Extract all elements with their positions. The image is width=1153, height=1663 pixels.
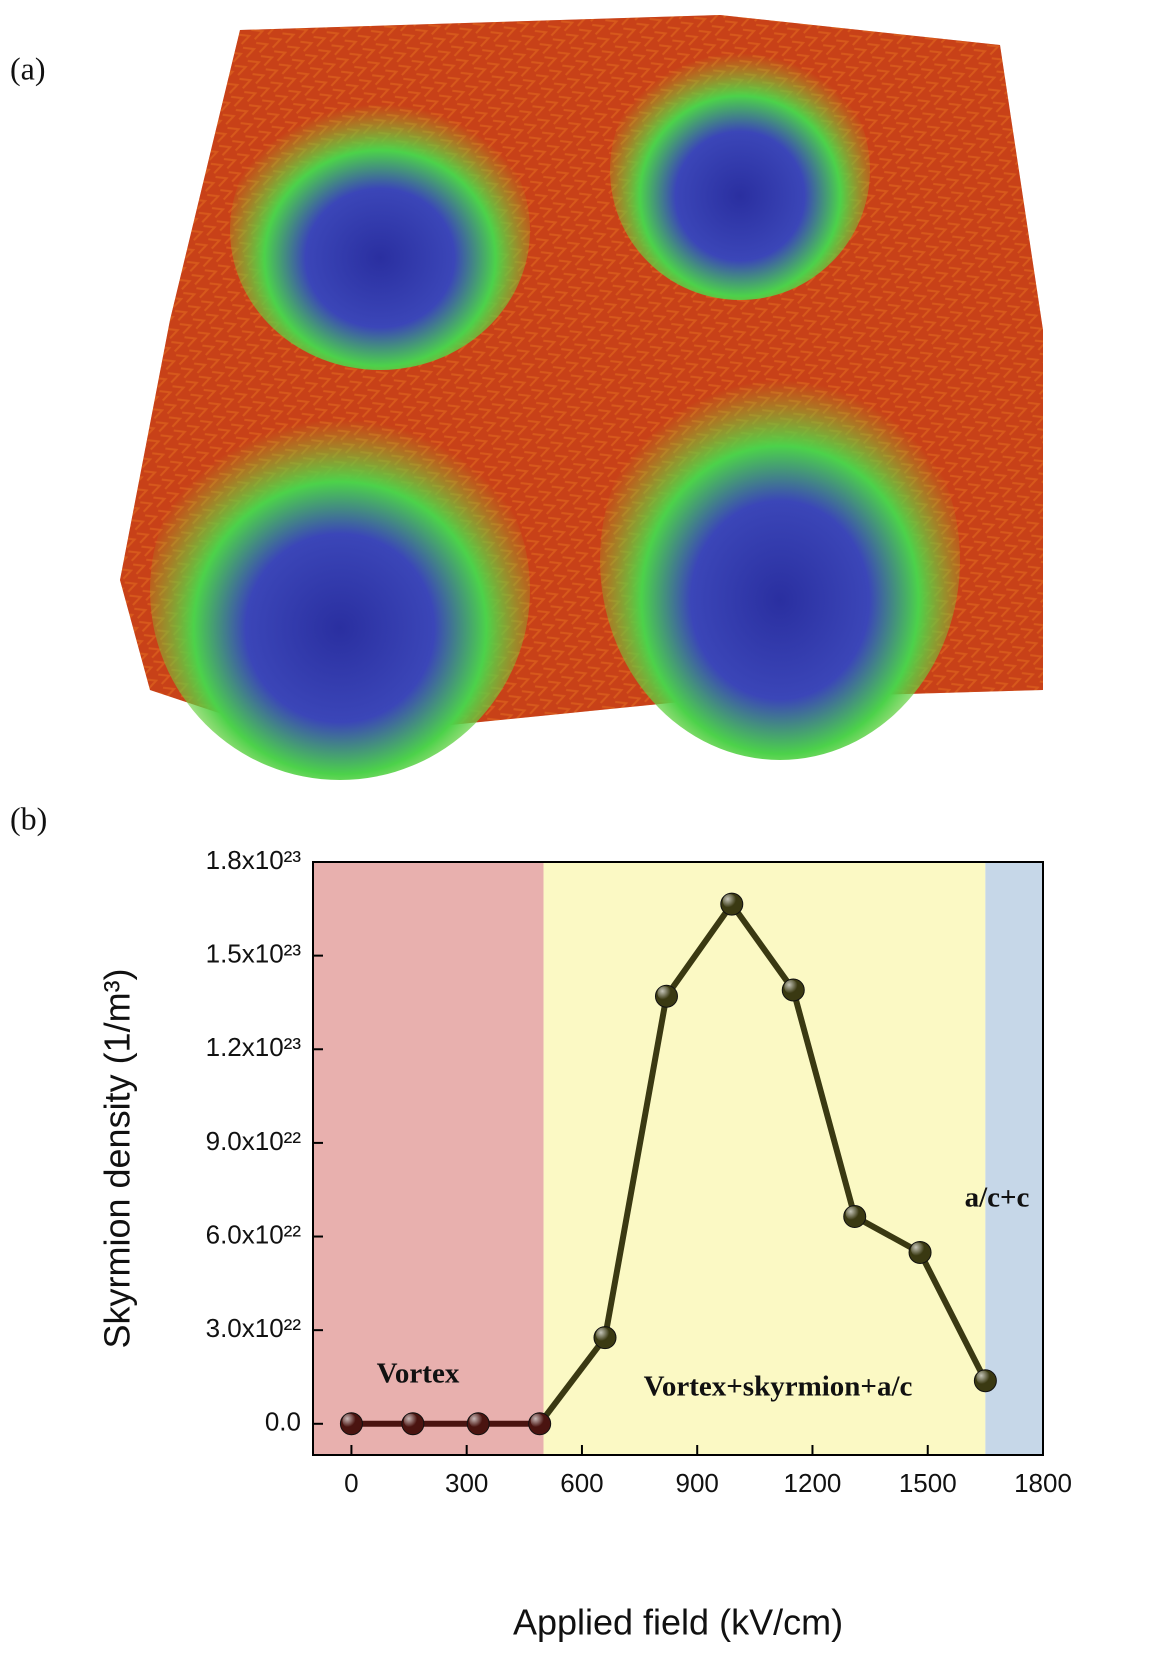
x-tick-label: 300 <box>445 1468 488 1498</box>
y-tick-label: 6.0x10²² <box>206 1219 302 1249</box>
plot-frame <box>312 861 1044 1456</box>
point-highlight <box>784 979 799 994</box>
y-tick-label: 1.2x10²³ <box>206 1032 302 1062</box>
x-tick-label: 900 <box>676 1468 719 1498</box>
x-tick-label: 1200 <box>784 1468 842 1498</box>
point-highlight <box>722 894 737 909</box>
y-tick-label: 1.5x10²³ <box>206 939 302 969</box>
panel-label: (a) <box>10 50 46 86</box>
region-label: Vortex <box>377 1358 460 1390</box>
plot: Vortex Vortex+skyrmion+a/c a/c+c 0 300 600 900… <box>97 845 1072 1643</box>
point-highlight <box>657 986 672 1001</box>
x-tick-label: 0 <box>344 1468 358 1498</box>
point-highlight <box>530 1413 545 1428</box>
region-label: a/c+c <box>965 1182 1030 1214</box>
point-highlight <box>469 1413 484 1428</box>
region <box>985 862 1043 1455</box>
point-highlight <box>911 1242 926 1257</box>
y-axis-label: Skyrmion density (1/m³) <box>97 968 138 1348</box>
region <box>313 862 544 1455</box>
y-tick-label: 3.0x10²² <box>206 1313 302 1343</box>
y-tick-label: 0.0 <box>265 1407 301 1437</box>
x-axis-label: Applied field (kV/cm) <box>513 1602 843 1643</box>
x-tick-label: 1500 <box>899 1468 957 1498</box>
point-highlight <box>976 1370 991 1385</box>
point-highlight <box>596 1327 610 1342</box>
x-tick-label: 1800 <box>1014 1468 1072 1498</box>
point-highlight <box>342 1413 357 1428</box>
y-tick-label: 1.8x10²³ <box>206 845 302 875</box>
y-tick-label: 9.0x10²² <box>206 1126 302 1156</box>
vector-field-image <box>120 15 1043 780</box>
panel-label: (b) <box>10 800 47 836</box>
region-label: Vortex+skyrmion+a/c <box>644 1371 913 1403</box>
x-tick-label: 600 <box>560 1468 603 1498</box>
region <box>543 862 986 1455</box>
connector-line <box>537 1335 608 1426</box>
point-highlight <box>403 1413 418 1428</box>
point-highlight <box>845 1206 860 1221</box>
